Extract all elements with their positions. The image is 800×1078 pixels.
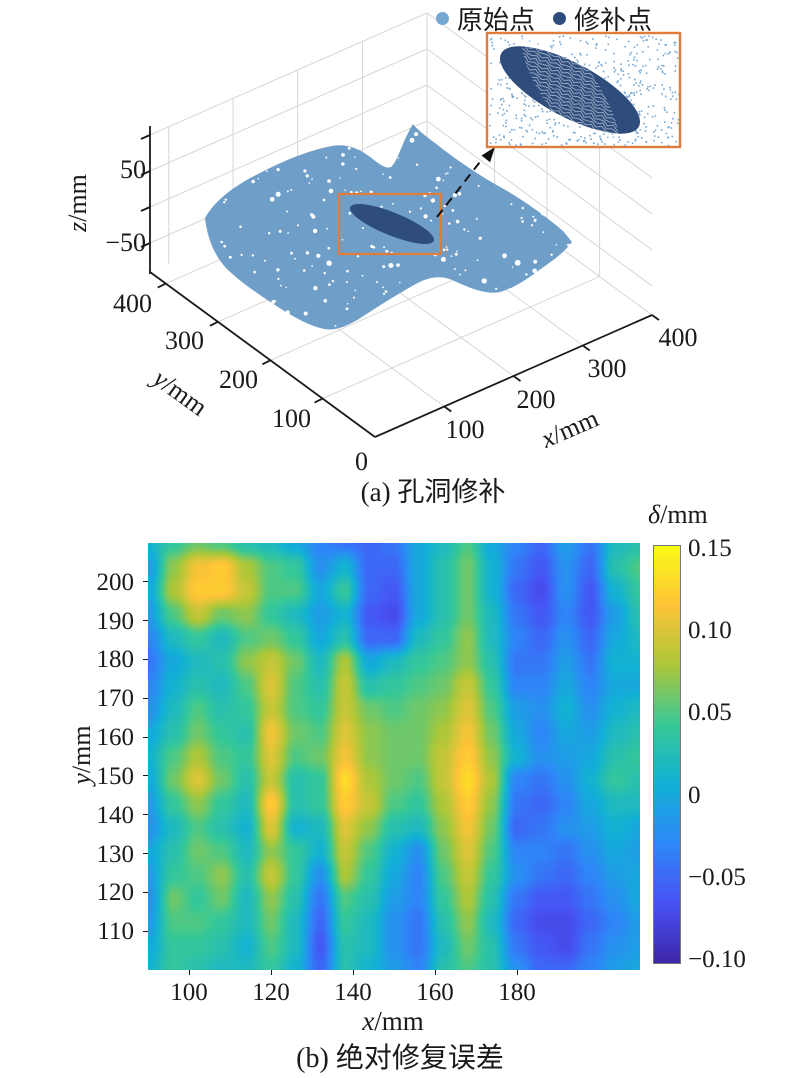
- y-tick-label: 110: [97, 918, 134, 946]
- y-tick-label: 140: [96, 801, 135, 829]
- repair-patch: [350, 204, 434, 244]
- inset-arrow-head: [481, 147, 495, 163]
- colorbar: [653, 545, 681, 964]
- x-tick: [270, 970, 272, 975]
- y-tick-label: 180: [96, 646, 135, 674]
- tick-label: 400: [659, 323, 698, 352]
- x-tick-label: 140: [334, 979, 372, 1006]
- colorbar-unit: /mm: [660, 500, 708, 529]
- y-tick-label: 190: [96, 607, 135, 635]
- z-axis-var: z: [63, 221, 92, 232]
- tick-label: 300: [588, 354, 627, 383]
- tick-label: 100: [272, 404, 311, 433]
- z-axis-unit: /mm: [63, 174, 92, 222]
- caption-b: (b) 绝对修复误差: [296, 1043, 504, 1074]
- x-tick: [434, 970, 436, 975]
- tick-label: 0: [355, 447, 368, 476]
- heatmap-x-axis-label: x/mm: [338, 1006, 448, 1037]
- y-tick-label: 130: [96, 840, 135, 868]
- tick-label: 50: [120, 155, 146, 184]
- tick-label: −50: [105, 228, 146, 257]
- legend-item-repair: 修补点: [553, 0, 652, 37]
- repair-point-dot-icon: [553, 12, 567, 25]
- heatmap-canvas: [148, 543, 640, 970]
- inset-arrow-line: [436, 157, 484, 218]
- heatmap-x-var: x: [362, 1006, 375, 1036]
- legend-item-original: 原始点: [436, 0, 535, 37]
- x-tick: [516, 970, 518, 975]
- tick-label: 200: [517, 385, 556, 414]
- y-tick-label: 200: [96, 568, 135, 596]
- x-tick-label: 160: [416, 979, 454, 1006]
- x-tick-label: 120: [252, 979, 290, 1006]
- tick-labels: 50 −50 400 300 200 100 100 200 300 400 0: [105, 155, 697, 476]
- colorbar-tick-label: −0.05: [688, 863, 746, 891]
- z-axis-label: z/mm: [63, 153, 93, 253]
- colorbar-label: δ/mm: [648, 500, 708, 530]
- scatter3d-plot: 50 −50 400 300 200 100 100 200 300 400 0: [105, 12, 698, 476]
- tick-label: 100: [446, 415, 485, 444]
- colorbar-tick-label: −0.10: [688, 945, 746, 973]
- heatmap-y-var: y: [67, 773, 96, 785]
- x-tick: [188, 970, 190, 975]
- legend: 原始点 修补点: [436, 0, 652, 37]
- x-tick-label: 180: [498, 979, 536, 1006]
- x-tick-label: 100: [170, 979, 208, 1006]
- legend-label-original: 原始点: [457, 6, 536, 35]
- caption-a: (a) 孔洞修补: [360, 477, 506, 507]
- inset-content: [489, 34, 679, 146]
- tick-label: 400: [113, 289, 152, 318]
- heatmap-y-unit: /mm: [67, 725, 96, 774]
- legend-label-repair: 修补点: [574, 6, 653, 35]
- colorbar-tick-label: 0.15: [688, 535, 732, 563]
- axes: [140, 126, 660, 438]
- heatmap-x-unit: /mm: [374, 1006, 424, 1036]
- highlight-box: [337, 192, 443, 256]
- original-point-dot-icon: [436, 12, 449, 25]
- y-tick-label: 120: [96, 879, 135, 907]
- colorbar-tick-label: 0.10: [688, 617, 732, 645]
- tick-label: 200: [219, 365, 258, 394]
- tick-label: 300: [165, 326, 204, 355]
- heatmap-y-axis-label: y/mm: [67, 705, 97, 805]
- x-tick: [352, 970, 354, 975]
- colorbar-tick-label: 0: [688, 781, 701, 809]
- colorbar-var: δ: [648, 500, 661, 529]
- colorbar-tick-label: 0.05: [688, 699, 732, 727]
